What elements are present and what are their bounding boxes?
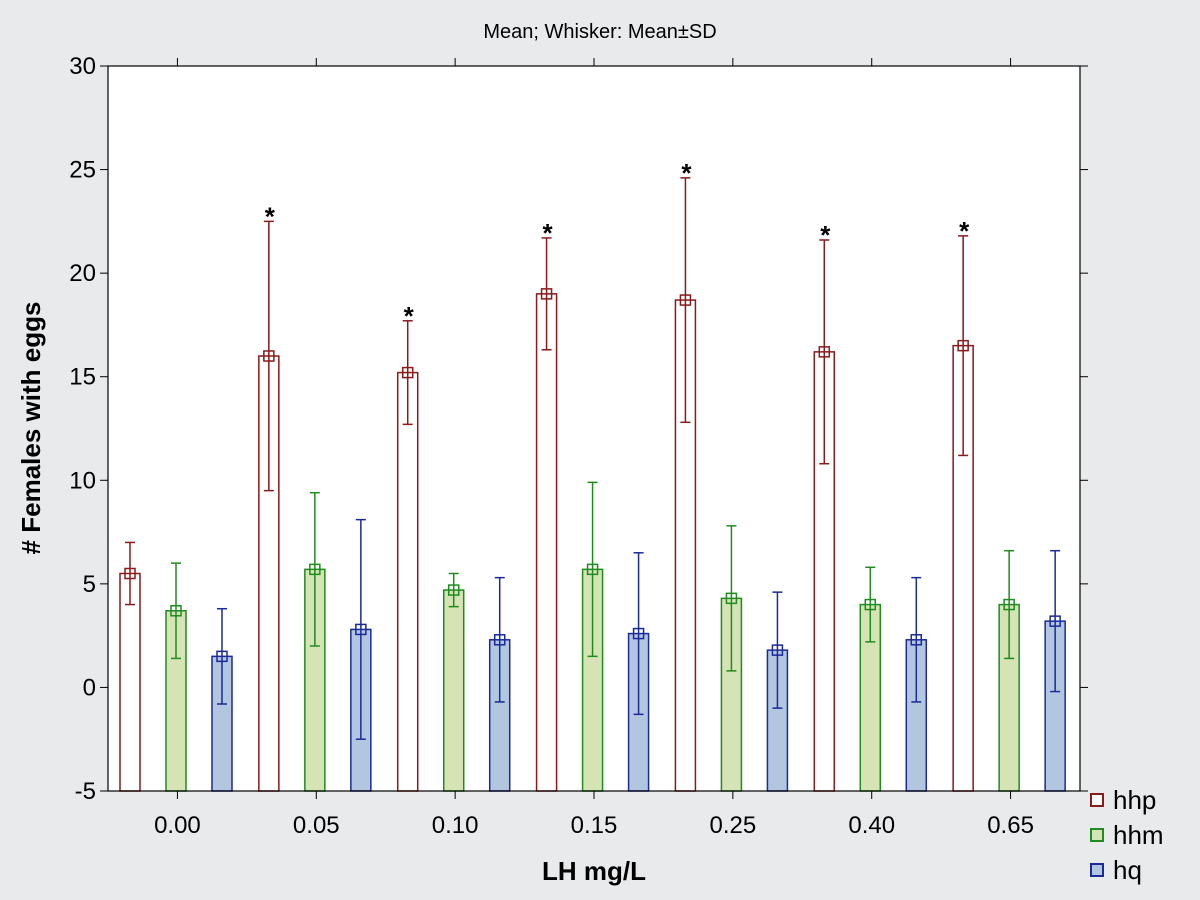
mean-marker-hq <box>771 644 784 656</box>
mean-marker-hq <box>632 627 645 640</box>
significance-marker: * <box>959 216 970 246</box>
y-tick-label: -5 <box>75 778 96 805</box>
legend-label-hhm: hhm <box>1113 820 1164 850</box>
bar-hhp <box>396 371 419 792</box>
mean-marker-hhm <box>864 598 877 611</box>
significance-marker: * <box>404 301 415 331</box>
mean-marker-hq <box>355 623 367 636</box>
mean-marker-hq <box>1049 615 1061 627</box>
x-tick-label: 0.65 <box>987 812 1034 839</box>
significance-marker: * <box>820 220 831 250</box>
x-tick-label: 0.25 <box>709 812 756 839</box>
x-tick-label: 0.00 <box>154 812 201 839</box>
chart-title: Mean; Whisker: Mean±SD <box>483 21 716 43</box>
significance-marker: * <box>681 158 692 188</box>
mean-marker-hhp <box>957 339 969 352</box>
x-tick-label: 0.40 <box>848 812 895 839</box>
mean-marker-hhp <box>540 288 553 300</box>
axes-layer: -5 0 5 10 15 20 25 30 0.00 0.05 0.10 0.15 0.25 0.40 0.… <box>69 53 1088 839</box>
mean-marker-hq <box>216 650 228 663</box>
bar-hhp <box>119 572 141 792</box>
x-axis-title: LH mg/L <box>542 856 646 886</box>
mean-marker-hhm <box>586 563 599 576</box>
legend-label-hq: hq <box>1113 855 1142 885</box>
mean-marker-hhm <box>447 584 460 596</box>
y-tick-label: 20 <box>69 260 96 287</box>
mean-marker-hq <box>493 634 506 646</box>
legend-swatch-hhp <box>1090 793 1104 807</box>
mean-marker-hhm <box>725 592 738 605</box>
significance-marker: * <box>265 201 276 231</box>
mean-marker-hhm <box>1003 598 1015 611</box>
bar-hhm <box>442 589 465 792</box>
y-tick-label: 10 <box>69 467 96 494</box>
y-axis-title: # Females with eggs <box>16 302 46 555</box>
legend-label-hhp: hhp <box>1113 785 1156 815</box>
legend-swatch-hhm <box>1090 828 1104 842</box>
x-tick-label: 0.05 <box>293 812 340 839</box>
x-tick-label: 0.10 <box>432 812 479 839</box>
mean-marker-hhm <box>309 563 321 576</box>
bar-hhp <box>535 293 558 792</box>
legend: hhp hhm hq <box>1090 785 1164 885</box>
x-tick-label: 0.15 <box>571 812 618 839</box>
mean-marker-hq <box>910 634 923 646</box>
mean-marker-hhp <box>263 350 275 362</box>
mean-marker-hhp <box>124 567 136 580</box>
y-tick-label: 5 <box>83 571 96 598</box>
legend-swatch-hq <box>1090 863 1104 877</box>
y-tick-label: 25 <box>69 157 96 184</box>
y-tick-label: 0 <box>83 674 96 701</box>
mean-marker-hhm <box>170 605 182 617</box>
y-tick-label: 15 <box>69 364 96 391</box>
mean-marker-hhp <box>818 346 831 358</box>
significance-marker: * <box>543 218 554 248</box>
mean-marker-hhp <box>401 366 414 379</box>
mean-marker-hhp <box>679 294 692 306</box>
plot-frame <box>107 65 1081 792</box>
y-tick-label: 30 <box>69 53 96 80</box>
